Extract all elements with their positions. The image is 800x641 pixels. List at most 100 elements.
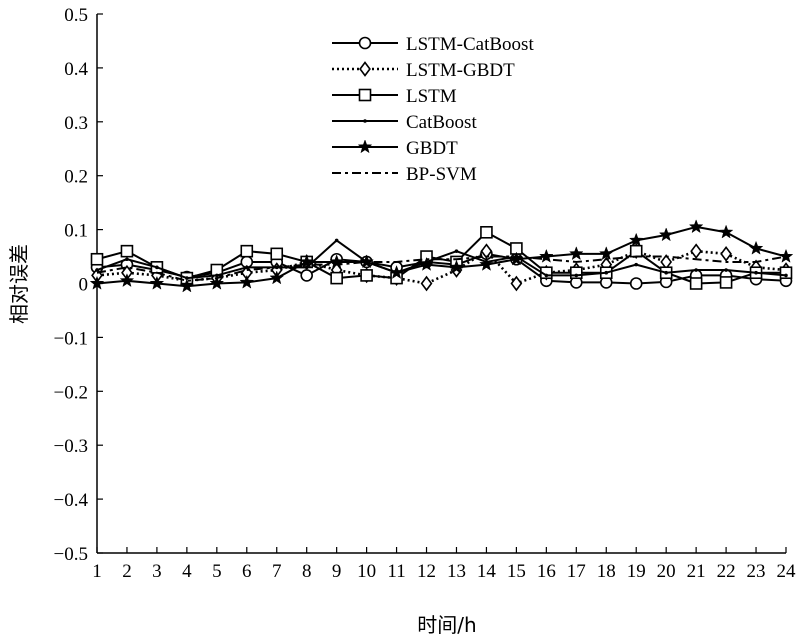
data-point (90, 252, 104, 266)
data-point (120, 244, 134, 258)
data-point (149, 275, 165, 290)
data-point (598, 246, 614, 261)
legend-label: LSTM-CatBoost (406, 34, 534, 55)
axes: 0.50.40.30.20.10−0.1−0.2−0.3−0.4−0.51 2 3 4… (54, 5, 796, 582)
data-point (179, 278, 195, 293)
legend-label: LSTM-GBDT (406, 60, 515, 81)
data-point (239, 274, 255, 289)
data-point (89, 275, 105, 290)
y-tick-label: 0 (79, 275, 89, 296)
x-tick-label: 5 (212, 561, 222, 582)
series-line (96, 255, 787, 282)
legend-label: BP-SVM (406, 164, 477, 185)
data-point (510, 275, 523, 292)
data-point (720, 246, 732, 262)
data-point (95, 268, 99, 272)
data-point (270, 247, 284, 261)
legend-marker (357, 139, 373, 154)
data-point (754, 270, 758, 275)
legend: LSTM-CatBoost LSTM-GBDT LSTM CatBoost GBDT BP… (332, 34, 534, 185)
x-axis-label: 时间/h (417, 613, 476, 637)
data-point (629, 277, 643, 290)
legend-entry: LSTM (332, 86, 457, 107)
data-point (479, 256, 494, 271)
data-point (155, 265, 159, 270)
data-point (185, 276, 189, 280)
data-point (724, 268, 728, 272)
x-tick-label: 10 (357, 561, 376, 582)
series-bp-svm (96, 255, 787, 282)
legend-label: GBDT (406, 138, 458, 159)
data-point (689, 277, 703, 290)
data-point (718, 224, 734, 239)
legend-marker (358, 36, 372, 50)
data-point (778, 248, 794, 263)
data-point (634, 262, 639, 267)
x-tick-label: 16 (537, 561, 556, 582)
legend-marker (359, 61, 371, 77)
x-tick-label: 23 (747, 561, 766, 582)
x-tick-label: 17 (567, 561, 586, 582)
y-tick-label: −0.5 (54, 544, 88, 565)
x-tick-label: 19 (627, 561, 646, 582)
x-tick-label: 4 (182, 561, 192, 582)
data-point (694, 268, 698, 272)
data-point (449, 259, 464, 274)
y-axis-label: 相对误差 (7, 244, 31, 324)
data-point (574, 273, 579, 278)
data-point (389, 264, 404, 279)
x-tick-label: 6 (242, 561, 252, 582)
data-point (119, 273, 135, 288)
x-tick-label: 2 (122, 561, 132, 582)
data-point (629, 244, 643, 258)
legend-marker (363, 119, 367, 123)
data-point (454, 249, 459, 253)
legend-entry: LSTM-GBDT (332, 60, 515, 81)
data-point (628, 232, 644, 247)
legend-marker (358, 88, 372, 102)
data-point (658, 227, 674, 242)
data-point (779, 266, 793, 280)
data-point (480, 225, 493, 239)
series-lstm-gbdt (91, 243, 792, 292)
data-point (360, 269, 373, 282)
data-point (269, 270, 285, 285)
data-point (215, 273, 219, 278)
data-point (664, 270, 668, 275)
legend-entry: LSTM-CatBoost (332, 34, 534, 55)
x-tick-label: 9 (332, 561, 342, 582)
data-point (748, 240, 764, 255)
data-point (719, 276, 733, 289)
legend-entry: BP-SVM (332, 164, 477, 185)
y-tick-label: −0.3 (54, 436, 88, 457)
data-point (330, 271, 343, 285)
series-gbdt (89, 219, 794, 293)
x-tick-label: 24 (777, 561, 797, 582)
data-point (125, 257, 129, 262)
x-tick-label: 22 (717, 561, 736, 582)
data-point (240, 244, 254, 258)
data-point (209, 275, 225, 290)
x-tick-label: 11 (387, 561, 405, 582)
series-layer (89, 219, 794, 293)
x-tick-label: 20 (657, 561, 676, 582)
data-point (690, 243, 703, 259)
data-point (419, 256, 434, 271)
x-tick-label: 21 (687, 561, 706, 582)
x-tick-label: 18 (597, 561, 616, 582)
x-tick-label: 13 (447, 561, 466, 582)
data-point (784, 273, 788, 278)
y-tick-label: 0.3 (64, 113, 88, 134)
data-point (544, 273, 549, 278)
y-tick-label: 0.2 (64, 167, 88, 188)
x-tick-label: 14 (477, 561, 497, 582)
x-tick-label: 12 (417, 561, 436, 582)
data-point (570, 266, 583, 280)
y-tick-label: −0.4 (54, 490, 89, 511)
data-point (334, 238, 339, 243)
data-point (420, 275, 433, 292)
x-tick-label: 1 (92, 561, 102, 582)
data-point (604, 270, 609, 275)
data-point (244, 265, 249, 270)
